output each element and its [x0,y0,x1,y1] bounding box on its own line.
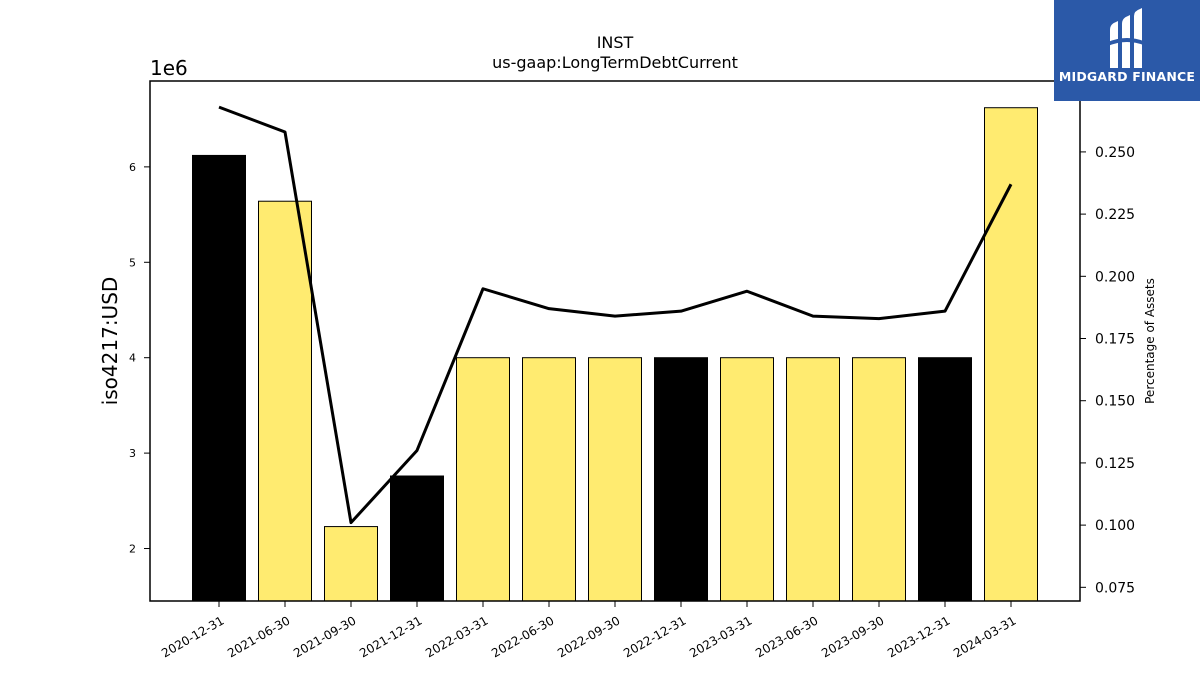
bar [456,357,510,602]
x-tick-label: 2022-09-30 [555,613,622,660]
y2-tick-label: 0.225 [1095,207,1135,223]
x-tick-label: 2022-03-31 [423,613,490,660]
bar [522,357,576,602]
logo-text: MIDGARD FINANCE [1058,69,1196,84]
x-tick-label: 2023-03-31 [687,613,754,660]
bar [720,357,774,602]
y-tick-label: 3 [129,447,136,460]
y-tick-label: 2 [129,543,136,556]
y-offset-label: 1e6 [150,56,188,80]
y2-axis-label: Percentage of Assets [1143,278,1157,404]
line-group [218,105,1013,525]
x-tick-label: 2022-06-30 [489,613,556,660]
y2-tick-label: 0.250 [1095,145,1135,161]
bars-group [192,107,1038,602]
x-tick-label: 2021-06-30 [225,613,292,660]
bar [786,357,840,602]
y-tick-label: 6 [129,161,136,174]
x-tick-label: 2020-12-31 [159,613,226,660]
y2-tick-label: 0.075 [1095,580,1135,596]
y2-tick-label: 0.175 [1095,332,1135,348]
y2-tick-label: 0.100 [1095,518,1135,534]
bar [918,357,972,602]
x-tick-label: 2023-06-30 [753,613,820,660]
bar [192,154,246,602]
x-tick-label: 2022-12-31 [621,613,688,660]
bar [324,526,378,602]
bar [654,357,708,602]
bar [258,200,312,602]
y2-tick-label: 0.200 [1095,269,1135,285]
y-tick-label: 4 [129,352,136,365]
chart-title: INST [597,33,634,52]
y-axis-label: iso4217:USD [98,277,122,406]
x-tick-label: 2021-09-30 [291,613,358,660]
bar [390,475,444,602]
x-tick-label: 2023-12-31 [885,613,952,660]
bar [852,357,906,602]
midgard-logo: MIDGARD FINANCE [1054,0,1200,101]
x-tick-label: 2024-03-31 [951,613,1018,660]
percentage-line [218,105,1013,525]
y2-tick-label: 0.150 [1095,394,1135,410]
x-tick-label: 2023-09-30 [819,613,886,660]
y-tick-label: 5 [129,256,136,269]
midgard-logo-icon [1108,8,1146,68]
x-tick-label: 2021-12-31 [357,613,424,660]
bar [984,107,1038,602]
y2-tick-label: 0.125 [1095,456,1135,472]
chart-subtitle: us-gaap:LongTermDebtCurrent [492,53,738,72]
bar [588,357,642,602]
